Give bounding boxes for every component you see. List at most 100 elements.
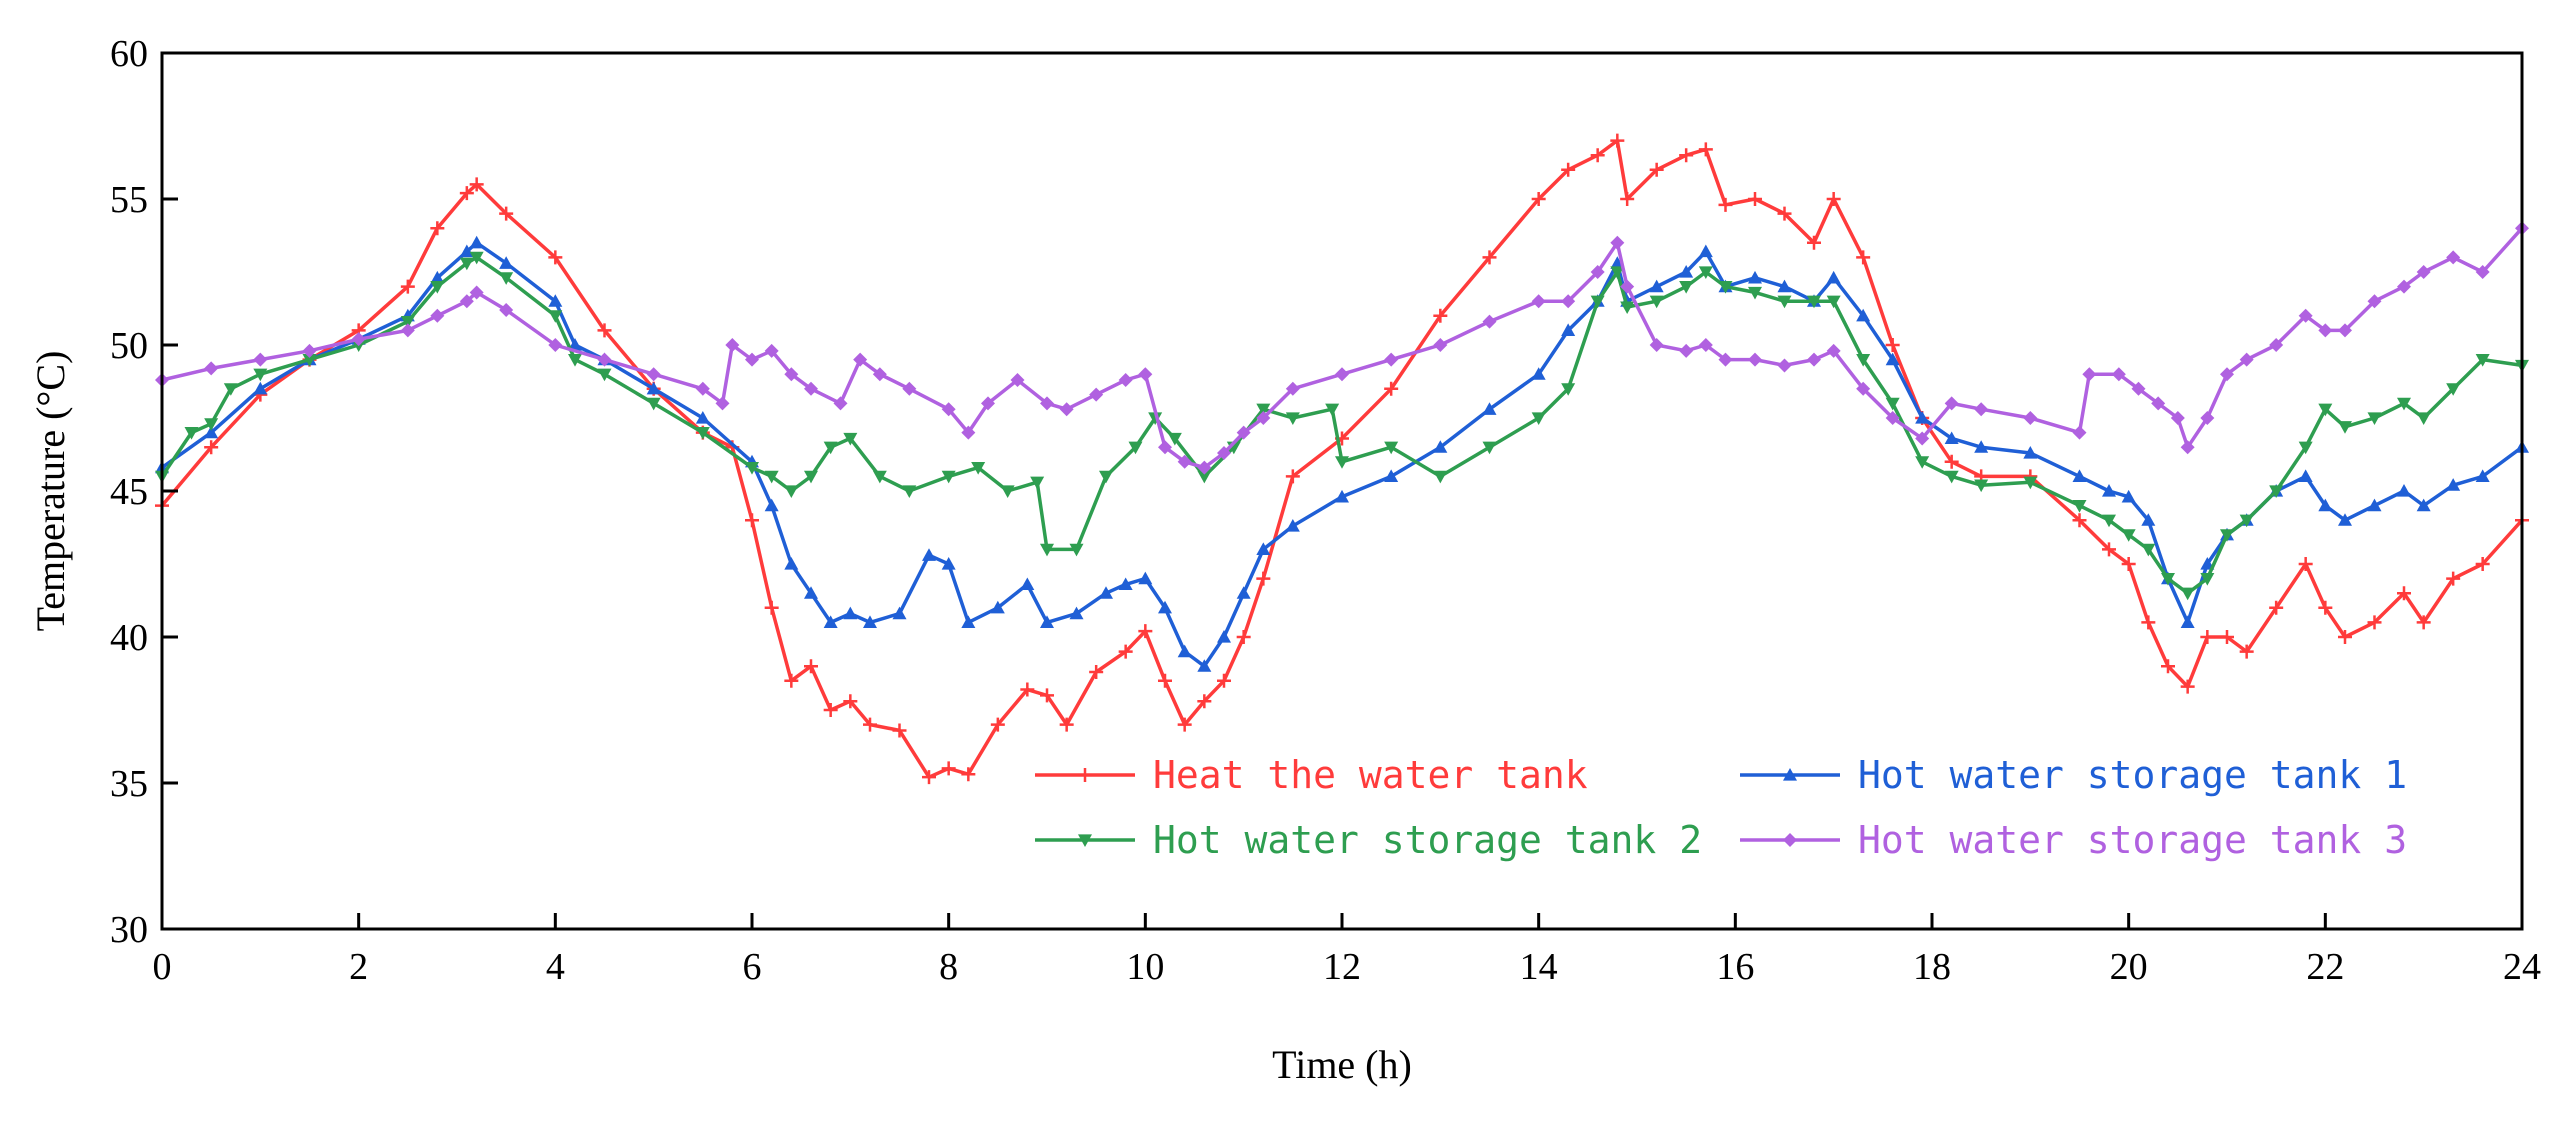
data-point (1856, 354, 1871, 367)
x-tick-label: 16 (1716, 946, 1754, 988)
data-point (1118, 373, 1133, 388)
data-point (1040, 615, 1054, 628)
data-point (2102, 542, 2116, 557)
series-line (160, 255, 2523, 595)
data-point (459, 244, 474, 258)
data-point (764, 498, 779, 512)
x-tick-label: 8 (939, 946, 958, 988)
x-tick-label: 20 (2110, 946, 2148, 988)
data-point (2072, 513, 2087, 528)
x-axis-title: Time (h) (1272, 1042, 1412, 1087)
data-point (892, 606, 907, 620)
data-point (1826, 192, 1841, 206)
data-point (804, 586, 818, 599)
data-point (2397, 397, 2411, 411)
data-point (1777, 358, 1792, 373)
data-point (2475, 469, 2490, 482)
data-point (764, 600, 779, 615)
x-tick-label: 12 (1323, 946, 1361, 988)
data-point (184, 427, 199, 440)
data-point (745, 513, 759, 528)
data-point (1040, 543, 1054, 557)
data-point (2239, 352, 2254, 367)
data-point (1256, 542, 1271, 555)
data-point (1620, 279, 1635, 294)
data-point (2102, 514, 2116, 528)
data-point (990, 600, 1005, 614)
data-point (302, 343, 317, 358)
data-point (2180, 440, 2195, 455)
data-point (1698, 142, 1713, 157)
data-point (2416, 412, 2431, 425)
data-point (646, 381, 661, 395)
data-point (990, 717, 1005, 732)
data-point (961, 767, 976, 782)
data-point (2367, 294, 2382, 309)
data-point (2446, 383, 2461, 396)
data-point (646, 367, 661, 382)
y-tick-label: 40 (110, 617, 148, 659)
data-point (2121, 557, 2136, 571)
data-point (941, 557, 956, 570)
data-point (1010, 373, 1025, 388)
series-layer (155, 133, 2529, 785)
data-point (1826, 295, 1841, 309)
data-point (2269, 338, 2284, 352)
data-point (2072, 425, 2087, 440)
data-point (764, 343, 779, 358)
data-point (1974, 402, 1989, 417)
data-point (2121, 529, 2136, 542)
data-point (2200, 411, 2215, 425)
data-point (823, 441, 838, 455)
data-point (2416, 615, 2431, 630)
data-point (2318, 498, 2333, 512)
data-point (1856, 308, 1871, 322)
data-point (2298, 469, 2313, 482)
data-point (548, 250, 563, 265)
legend-item: Hot water storage tank 3 (1740, 818, 2407, 862)
data-point (204, 425, 219, 439)
data-point (1561, 294, 1576, 309)
data-point (548, 294, 563, 307)
data-point (646, 397, 661, 411)
data-point (1590, 265, 1605, 279)
data-point (1000, 485, 1015, 498)
data-point (902, 381, 917, 396)
data-point (1826, 270, 1841, 284)
data-point (499, 272, 514, 285)
data-point (548, 310, 563, 323)
data-point (1807, 352, 1821, 367)
data-point (1197, 659, 1212, 672)
data-point (2082, 367, 2097, 382)
data-point (2141, 543, 2156, 557)
data-point (1679, 281, 1694, 294)
data-point (1718, 281, 1733, 294)
data-point (548, 338, 563, 352)
data-point (223, 383, 238, 396)
data-point (2102, 484, 2116, 497)
data-point (2338, 421, 2352, 434)
data-point (941, 402, 956, 417)
data-point (499, 256, 514, 269)
data-point (2220, 630, 2234, 644)
y-axis-title: Temperature (°C) (28, 351, 73, 632)
data-point (204, 418, 219, 431)
data-point (804, 381, 818, 396)
series-1 (155, 133, 2529, 785)
data-point (843, 606, 858, 620)
data-point (1030, 476, 1045, 490)
data-point (2338, 513, 2352, 526)
data-point (941, 470, 956, 484)
data-point (2180, 587, 2195, 601)
data-point (1679, 148, 1694, 163)
data-point (2298, 557, 2313, 571)
data-point (1138, 367, 1153, 382)
data-point (1384, 441, 1399, 455)
x-tick-label: 4 (546, 946, 565, 988)
y-tick-label: 60 (110, 33, 148, 75)
legend-label: Heat the water tank (1153, 753, 1588, 797)
data-point (1040, 688, 1054, 703)
data-point (1158, 600, 1172, 614)
data-point (2318, 600, 2333, 615)
